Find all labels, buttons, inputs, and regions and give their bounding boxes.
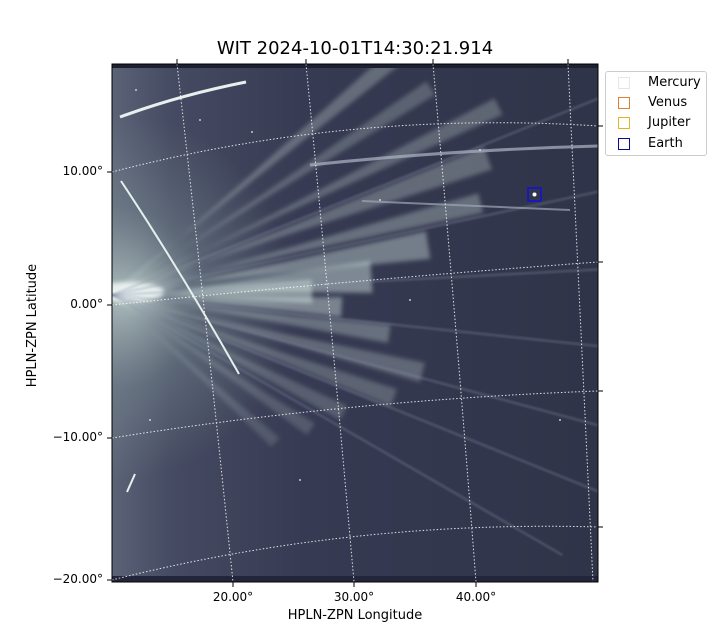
y-tick-label: −20.00° (52, 572, 103, 586)
star (379, 199, 381, 201)
x-tick-label: 20.00° (212, 590, 254, 604)
y-axis-title: HPLN-ZPN Latitude (25, 263, 40, 388)
grid-lon-40 (432, 63, 477, 583)
x-tick-label: 30.00° (333, 590, 375, 604)
grid-lon-30 (305, 63, 355, 583)
grid-lon-50 (567, 63, 594, 583)
y-tick-label: 0.00° (70, 297, 103, 311)
plot-frame (111, 63, 599, 583)
faint-ray (112, 190, 598, 297)
stars (135, 89, 561, 481)
legend-item-earth: Earth (616, 136, 706, 154)
star (479, 149, 481, 151)
grid-lat-10 (111, 122, 599, 173)
streamer-ray (112, 293, 280, 447)
faint-ray (112, 293, 598, 348)
legend-label: Jupiter (648, 115, 691, 130)
star (199, 119, 201, 121)
legend-swatch (618, 97, 630, 109)
star (135, 89, 137, 91)
star (251, 131, 253, 133)
legend-swatch (618, 77, 630, 89)
grid-lat-m20 (111, 525, 599, 581)
comet-streak-top (119, 80, 247, 119)
bright-streak-mid (361, 200, 571, 211)
legend-label: Earth (648, 136, 683, 151)
earth-marker (527, 187, 542, 202)
streamer-ray (112, 81, 436, 298)
y-tick-label: 10.00° (62, 164, 103, 178)
grid-lat-0 (111, 261, 599, 306)
small-streak (126, 473, 136, 493)
axis-ticks (107, 59, 603, 587)
streamer-ray (112, 291, 343, 318)
faint-ray (112, 293, 598, 427)
streamer-ray (112, 292, 315, 436)
streamer-ray (112, 231, 431, 300)
legend-item-jupiter: Jupiter (616, 115, 706, 133)
faint-ray (112, 97, 598, 297)
streamer-ray (112, 98, 503, 299)
legend-label: Venus (648, 95, 688, 110)
bright-streak-upper (309, 144, 598, 167)
x-tick-label: 40.00° (455, 590, 497, 604)
coordinate-grid (111, 63, 599, 583)
star (409, 299, 411, 301)
comet-streak-diagonal (120, 180, 240, 375)
figure-title: WIT 2024-10-01T14:30:21.914 (216, 38, 494, 59)
star (149, 419, 151, 421)
legend-swatch (618, 117, 630, 129)
streamer-ray (112, 292, 391, 343)
legend-item-venus: Venus (616, 95, 706, 113)
grid-lat-m10 (111, 390, 599, 439)
streamer-ray (112, 193, 484, 299)
legend-label: Mercury (648, 75, 701, 90)
star (299, 479, 301, 481)
star (559, 419, 561, 421)
x-axis-title: HPLN-ZPN Longitude (287, 608, 423, 623)
faint-ray (112, 268, 598, 297)
faint-ray (112, 293, 564, 557)
legend: Mercury Venus Jupiter Earth (605, 71, 707, 156)
y-tick-label: −10.00° (52, 430, 103, 444)
faint-rays (112, 97, 598, 557)
solar-streamers (112, 64, 503, 447)
legend-swatch (618, 138, 630, 150)
streamer-ray (112, 146, 492, 299)
legend-item-mercury: Mercury (616, 75, 706, 93)
streamer-ray (112, 292, 397, 407)
faint-ray (112, 293, 598, 493)
